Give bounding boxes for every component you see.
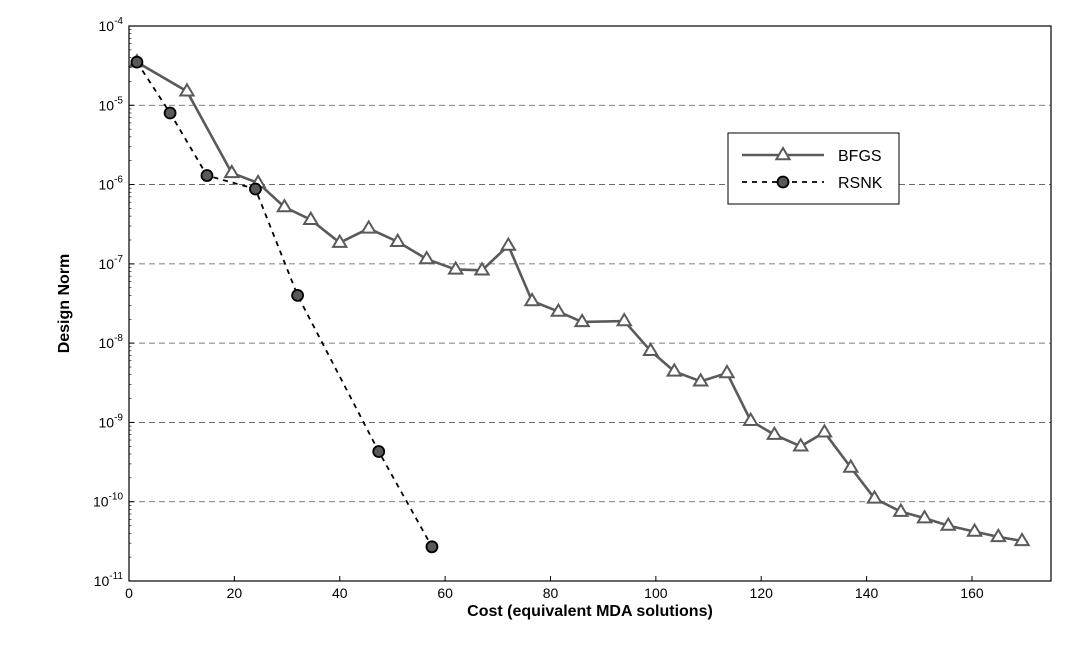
data-point-bfgs bbox=[842, 458, 860, 473]
y-tick-base: 10 bbox=[99, 18, 115, 34]
data-point-bfgs bbox=[276, 198, 293, 213]
data-point-bfgs bbox=[816, 423, 833, 438]
y-tick-exponent: -9 bbox=[114, 412, 123, 423]
x-axis-title: Cost (equivalent MDA solutions) bbox=[467, 603, 713, 620]
data-point-bfgs bbox=[331, 233, 349, 248]
y-tick-label: 10-9 bbox=[99, 412, 124, 430]
data-point-rsnk bbox=[291, 289, 304, 302]
data-point-bfgs bbox=[665, 362, 683, 377]
legend-label-rsnk: RSNK bbox=[838, 175, 883, 192]
data-point-rsnk bbox=[425, 540, 439, 554]
legend: BFGS RSNK bbox=[727, 132, 900, 205]
legend-entry-bfgs: BFGS bbox=[742, 146, 882, 165]
x-tick-label: 0 bbox=[125, 585, 133, 601]
data-point-bfgs bbox=[989, 527, 1007, 543]
legend-marker-bfgs bbox=[774, 146, 792, 161]
series-rsnk bbox=[130, 55, 439, 554]
y-tick-label: 10-6 bbox=[99, 175, 124, 193]
y-tick-exponent: -8 bbox=[114, 333, 123, 344]
y-tick-exponent: -4 bbox=[114, 16, 123, 27]
y-tick-exponent: -11 bbox=[109, 571, 123, 582]
y-tick-exponent: -10 bbox=[109, 492, 124, 503]
x-tick-label: 160 bbox=[960, 585, 984, 601]
data-point-bfgs bbox=[866, 489, 883, 504]
data-point-bfgs bbox=[447, 260, 465, 275]
data-point-bfgs bbox=[418, 250, 436, 265]
y-tick-label: 10-8 bbox=[99, 333, 124, 351]
x-axis-ticks: 0 20 40 60 80 100 120 140 160 bbox=[125, 576, 984, 601]
data-point-bfgs bbox=[765, 425, 783, 440]
data-point-bfgs bbox=[573, 313, 591, 328]
data-point-bfgs bbox=[549, 302, 567, 317]
y-tick-label: 10-5 bbox=[99, 95, 124, 113]
data-point-bfgs bbox=[360, 219, 378, 234]
y-tick-label: 10-10 bbox=[93, 492, 123, 510]
y-tick-base: 10 bbox=[99, 256, 115, 272]
y-tick-label: 10-11 bbox=[94, 571, 124, 589]
data-point-bfgs bbox=[692, 372, 710, 387]
data-point-bfgs bbox=[642, 341, 659, 357]
x-tick-label: 40 bbox=[332, 585, 348, 601]
data-point-bfgs bbox=[892, 502, 910, 517]
data-point-bfgs bbox=[473, 261, 491, 276]
data-point-bfgs bbox=[916, 509, 933, 524]
y-tick-exponent: -6 bbox=[114, 175, 123, 186]
data-point-bfgs bbox=[302, 210, 320, 225]
y-tick-exponent: -5 bbox=[114, 95, 123, 106]
y-tick-base: 10 bbox=[99, 414, 115, 430]
data-point-bfgs bbox=[966, 522, 984, 537]
data-point-bfgs bbox=[523, 292, 541, 307]
x-tick-label: 120 bbox=[750, 585, 774, 601]
data-point-bfgs bbox=[389, 232, 407, 247]
data-point-rsnk bbox=[372, 445, 386, 458]
y-tick-base: 10 bbox=[93, 494, 109, 510]
x-tick-label: 20 bbox=[227, 585, 243, 601]
data-point-bfgs bbox=[939, 516, 957, 531]
data-point-bfgs bbox=[223, 164, 241, 179]
gridlines bbox=[129, 104, 1051, 503]
x-tick-label: 60 bbox=[437, 585, 453, 601]
data-point-bfgs bbox=[718, 364, 736, 379]
legend-entry-rsnk: RSNK bbox=[742, 175, 883, 192]
data-point-rsnk bbox=[130, 55, 144, 69]
data-point-bfgs bbox=[1013, 531, 1031, 547]
data-point-rsnk bbox=[200, 169, 214, 182]
series-bfgs bbox=[128, 53, 1031, 547]
y-tick-base: 10 bbox=[99, 97, 115, 113]
series-line-rsnk bbox=[136, 61, 433, 548]
legend-label-bfgs: BFGS bbox=[838, 148, 882, 165]
x-tick-label: 100 bbox=[644, 585, 668, 601]
data-point-bfgs bbox=[742, 411, 760, 426]
y-axis-title: Design Norm bbox=[56, 254, 73, 354]
plot-frame bbox=[128, 25, 1052, 582]
y-tick-base: 10 bbox=[99, 177, 115, 193]
y-tick-exponent: -7 bbox=[114, 254, 123, 265]
y-tick-base: 10 bbox=[99, 335, 115, 351]
y-tick-label: 10-4 bbox=[99, 16, 124, 34]
data-point-bfgs bbox=[499, 236, 517, 251]
x-tick-label: 140 bbox=[855, 585, 879, 601]
legend-box bbox=[727, 132, 900, 205]
x-tick-label: 80 bbox=[543, 585, 559, 601]
data-point-bfgs bbox=[615, 312, 633, 327]
y-tick-base: 10 bbox=[94, 573, 110, 589]
data-point-rsnk bbox=[163, 106, 177, 120]
data-point-bfgs bbox=[178, 82, 196, 97]
data-point-rsnk bbox=[249, 182, 262, 196]
series-layer bbox=[128, 53, 1031, 554]
y-tick-label: 10-7 bbox=[99, 254, 124, 272]
legend-marker-rsnk bbox=[776, 175, 790, 189]
data-point-bfgs bbox=[792, 437, 810, 452]
